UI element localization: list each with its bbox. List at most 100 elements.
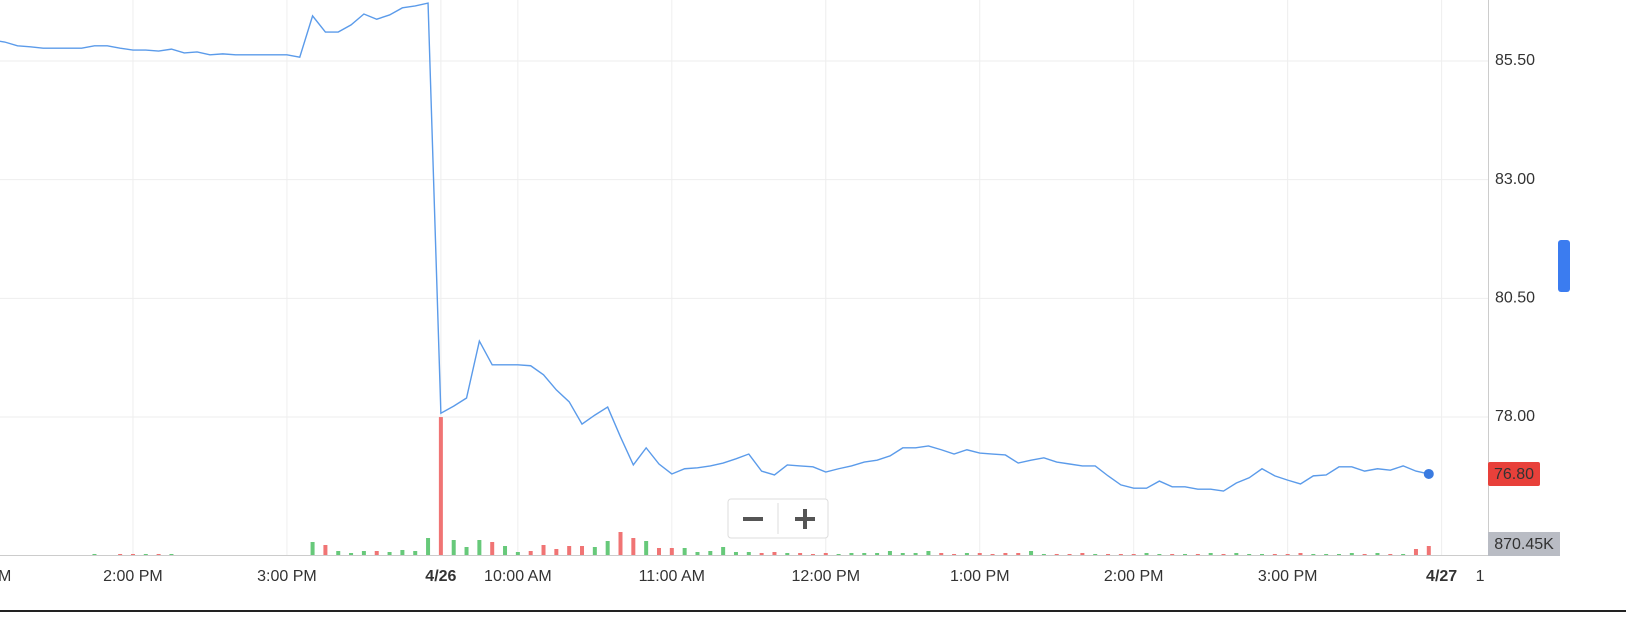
volume-bar	[1157, 553, 1162, 555]
volume-bar	[669, 548, 674, 555]
volume-bar	[118, 553, 123, 555]
volume-bar	[1131, 553, 1136, 555]
y-tick-label: 83.00	[1495, 171, 1535, 188]
volume-bar	[130, 553, 135, 555]
volume-bar	[515, 552, 520, 555]
volume-bar	[143, 553, 148, 555]
volume-bar	[990, 553, 995, 555]
volume-bar	[503, 546, 508, 555]
volume-bar	[1401, 553, 1406, 555]
volume-bar	[528, 551, 533, 555]
volume-bar	[438, 417, 443, 555]
side-tab[interactable]	[1558, 240, 1570, 292]
zoom-in-stem[interactable]	[803, 509, 807, 529]
y-tick-label: 80.50	[1495, 290, 1535, 307]
volume-bar	[1234, 553, 1239, 555]
volume-bar	[952, 553, 957, 555]
volume-bar	[964, 553, 969, 555]
volume-bar	[862, 553, 867, 555]
volume-bar	[618, 532, 623, 555]
volume-bar	[656, 548, 661, 555]
volume-bar	[1260, 553, 1264, 555]
volume-bar	[1272, 553, 1277, 555]
volume-bar	[323, 545, 328, 555]
volume-bar	[1324, 553, 1329, 555]
x-tick-label: 3:00 PM	[257, 568, 317, 585]
volume-bar	[387, 552, 392, 555]
volume-bar	[1208, 553, 1213, 555]
volume-bar	[413, 551, 418, 555]
volume-bar	[1285, 553, 1290, 555]
x-tick-label: 1	[1476, 568, 1485, 585]
zoom-controls	[727, 498, 829, 539]
volume-bar	[605, 541, 610, 555]
volume-bar	[1016, 553, 1021, 555]
volume-bar	[1388, 553, 1393, 555]
volume-bar	[1336, 553, 1341, 555]
volume-bar	[1349, 553, 1354, 555]
volume-bar	[1375, 553, 1380, 555]
volume-bar	[1426, 546, 1431, 555]
volume-bar	[1170, 553, 1175, 555]
volume-bar	[349, 553, 354, 555]
x-tick-label: 4/27	[1426, 568, 1457, 585]
volume-bar	[567, 546, 572, 555]
volume-bar	[939, 553, 944, 555]
volume-bar	[708, 551, 713, 555]
x-tick-label: 11:00 AM	[639, 568, 705, 585]
volume-bar	[759, 553, 764, 555]
volume-bar	[849, 553, 854, 555]
volume-bar	[400, 549, 405, 555]
volume-bar	[554, 549, 559, 555]
x-tick-label: 2:00 PM	[103, 568, 163, 585]
volume-bar	[451, 540, 456, 555]
volume-bar	[1118, 553, 1123, 555]
price-layer	[0, 2, 1434, 492]
volume-bar	[695, 552, 700, 555]
volume-bar	[1362, 553, 1367, 555]
volume-bar	[1247, 553, 1252, 555]
volume-bar	[464, 547, 469, 555]
volume-bar	[977, 553, 982, 555]
x-tick-label: 2:00 PM	[1104, 568, 1164, 585]
volume-bar	[721, 547, 726, 555]
x-tick-label: 4/26	[425, 568, 456, 585]
volume-bar	[361, 551, 366, 555]
volume-bar	[1054, 553, 1059, 555]
x-tick-label: 1:00 PM	[950, 568, 1010, 585]
volume-bar	[823, 553, 828, 555]
y-tick-label: 85.50	[1495, 52, 1535, 69]
volume-bar	[875, 553, 880, 555]
volume-bar	[798, 553, 803, 555]
volume-bar	[631, 538, 636, 555]
x-tick-label: M	[0, 568, 11, 585]
volume-bar	[310, 542, 315, 555]
volume-bar	[746, 552, 751, 555]
volume-bar	[785, 553, 790, 555]
volume-bar	[541, 545, 546, 555]
volume-bar	[426, 538, 431, 555]
y-tick-label: 78.00	[1495, 408, 1535, 425]
volume-bar	[810, 553, 815, 555]
volume-bar	[490, 542, 495, 555]
volume-bar	[477, 540, 482, 555]
volume-bar	[580, 546, 585, 555]
x-tick-label: 10:00 AM	[484, 568, 552, 585]
volume-bar	[682, 548, 687, 555]
zoom-out[interactable]	[743, 517, 763, 521]
volume-bar	[156, 553, 161, 555]
volume-bar	[592, 547, 597, 555]
volume-bar	[887, 551, 892, 555]
volume-bar	[1106, 553, 1111, 555]
price-line	[0, 2, 1429, 492]
volume-bar	[772, 552, 777, 555]
last-price-label: 76.80	[1494, 466, 1534, 483]
volume-bar	[169, 553, 174, 555]
volume-bar	[1080, 553, 1085, 555]
volume-layer	[92, 417, 1431, 555]
x-tick-label: 12:00 PM	[792, 568, 860, 585]
last-price-box	[1488, 461, 1540, 486]
volume-bar	[900, 553, 905, 555]
volume-bar	[1093, 553, 1098, 555]
